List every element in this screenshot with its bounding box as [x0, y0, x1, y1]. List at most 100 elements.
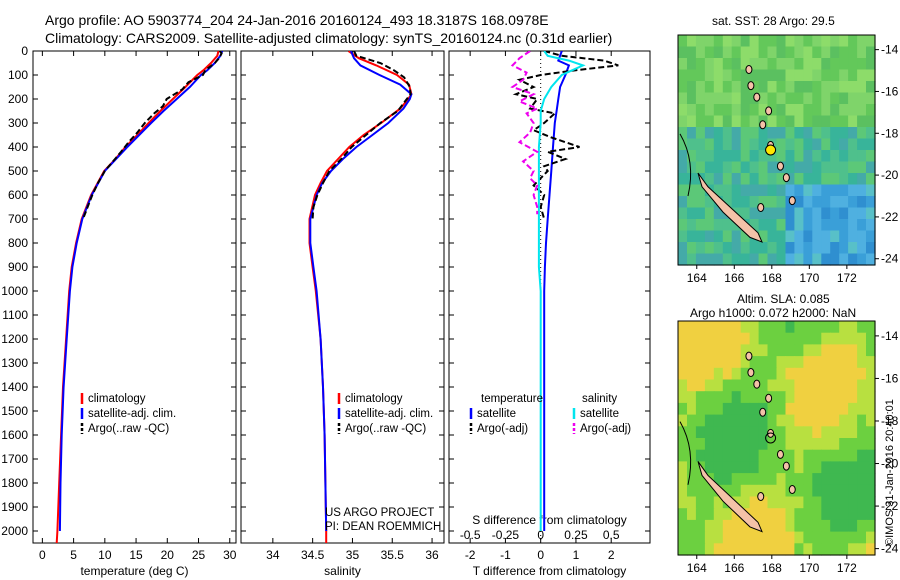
map2-sst-cell — [803, 332, 813, 345]
map1-sst-cell — [830, 127, 840, 140]
map1-sst-cell — [740, 173, 751, 186]
map2-sst-cell — [830, 449, 840, 462]
map2-sst-cell — [678, 426, 688, 439]
map1-sst-cell — [722, 150, 733, 163]
depth-tick-label: 1100 — [2, 308, 28, 322]
map1-sst-cell — [687, 35, 697, 48]
map1-sst-cell — [678, 173, 688, 186]
map2-sst-cell — [848, 519, 858, 533]
map2-sst-cell — [758, 379, 769, 392]
map2-sst-cell — [767, 356, 778, 369]
map1-sst-cell — [839, 115, 849, 128]
map2-sst-cell — [704, 543, 715, 556]
map1-sst-cell — [857, 173, 867, 186]
map1-sst-cell — [848, 92, 858, 105]
map2-sst-cell — [731, 426, 742, 439]
x-axis-label: T difference from climatology — [473, 564, 627, 578]
map1-sst-cell — [776, 242, 787, 255]
map1-sst-cell — [713, 184, 724, 197]
map2-lat-label: -18 — [881, 414, 899, 428]
map2-sst-cell — [695, 543, 706, 556]
map1-sst-cell — [839, 35, 849, 48]
map2-sst-cell — [687, 321, 697, 334]
map1-sst-cell — [695, 127, 706, 140]
map2-sst-cell — [848, 473, 858, 486]
map2-sst-cell — [749, 344, 760, 357]
map2-sst-cell — [731, 402, 742, 416]
map1-sst-cell — [785, 150, 796, 163]
x-tick-label: -2 — [465, 548, 476, 562]
map2-sst-cell — [821, 321, 831, 334]
map1-sst-cell — [812, 150, 822, 163]
map2-sst-cell — [713, 402, 724, 416]
map1-sst-cell — [848, 115, 858, 128]
map2-sst-cell — [695, 449, 706, 462]
map1-sst-cell — [812, 104, 822, 117]
map2-lon-label: 172 — [837, 561, 857, 575]
map2-sst-cell — [758, 496, 769, 509]
map1-sst-cell — [794, 173, 804, 186]
map1-sst-cell — [785, 81, 796, 94]
depth-tick-label: 900 — [8, 260, 28, 274]
map1-sst-cell — [678, 127, 688, 140]
map2-sst-cell — [713, 438, 724, 451]
x-tick-label: 5 — [70, 548, 77, 562]
map2-sst-cell — [839, 391, 849, 404]
map1-sst-cell — [794, 196, 804, 209]
map1-sst-cell — [758, 173, 769, 186]
map1-sst-cell — [803, 115, 813, 128]
map2-sst-cell — [767, 414, 778, 427]
map1-sst-cell — [704, 242, 715, 255]
map1-sst-cell — [695, 81, 706, 94]
map1-sst-cell — [794, 150, 804, 163]
map1-sst-cell — [857, 35, 867, 48]
map1-sst-cell — [740, 242, 751, 255]
x-axis-label: temperature (deg C) — [80, 564, 188, 578]
map2-island — [776, 449, 784, 459]
map2-sst-cell — [749, 508, 760, 521]
map1-sst-cell — [794, 184, 804, 197]
map2-sst-cell — [731, 461, 742, 474]
map2-sst-cell — [803, 438, 813, 451]
map2-sst-cell — [678, 344, 688, 357]
map1-sst-cell — [758, 104, 769, 117]
map2-sst-cell — [776, 426, 787, 439]
map1-sst-cell — [785, 207, 796, 220]
map1-sst-cell — [848, 104, 858, 117]
map2-sst-cell — [812, 473, 822, 486]
map1-sst-cell — [812, 69, 822, 82]
map1-island — [765, 106, 773, 116]
map2-lon-label: 166 — [724, 561, 744, 575]
map2-sst-cell — [794, 321, 804, 334]
map2-sst-cell — [758, 519, 769, 533]
map1-sst-cell — [695, 230, 706, 243]
map2-sst-cell — [839, 321, 849, 334]
map1-sst-cell — [678, 253, 688, 266]
map1-sst-cell — [704, 46, 715, 59]
map1-sst-cell — [830, 161, 840, 174]
map2-sst-cell — [678, 449, 688, 462]
map2-sst-cell — [821, 391, 831, 404]
map2-sst-cell — [848, 461, 858, 474]
map2-sst-cell — [740, 449, 751, 462]
map1-sst-cell — [830, 184, 840, 197]
map1-sst-cell — [767, 207, 778, 220]
map1-sst-cell — [713, 161, 724, 174]
map2-sst-cell — [812, 496, 822, 509]
map2-new-caledonia — [697, 461, 763, 533]
sal-legend-climatology: climatology — [345, 393, 403, 405]
map2-sst-cell — [821, 332, 831, 345]
map2-lon-label: 170 — [799, 561, 819, 575]
map1-sst-cell — [848, 46, 858, 59]
map1-sst-cell — [857, 184, 867, 197]
map2-sst-cell — [839, 438, 849, 451]
map1-sst-cell — [749, 184, 760, 197]
map1-frame — [677, 34, 876, 266]
map2-sst-cell — [776, 484, 787, 498]
map1-sst-cell — [695, 196, 706, 209]
map2-sst-cell — [785, 496, 796, 509]
map2-sst-cell — [767, 367, 778, 381]
map1-lat-label: -16 — [881, 84, 899, 98]
map1-sst-cell — [857, 207, 867, 220]
map1-sst-cell — [767, 184, 778, 197]
